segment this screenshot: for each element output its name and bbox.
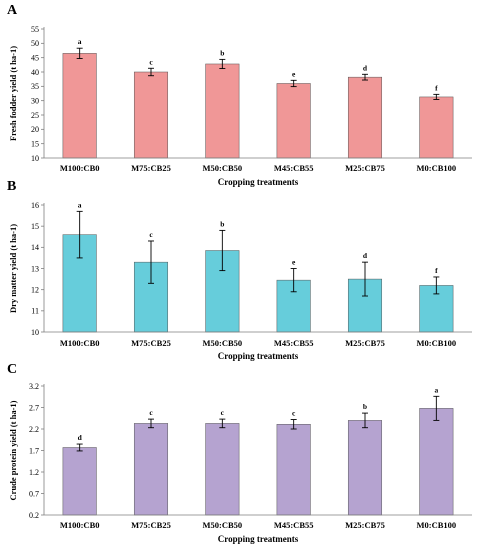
significance-letter: d (78, 433, 83, 442)
y-tick-label: 2.2 (29, 425, 39, 434)
panel-label: C (7, 362, 17, 377)
bar (347, 76, 383, 159)
significance-letter: c (149, 57, 153, 66)
x-tick-label: M0:CB100 (416, 338, 456, 348)
y-tick-label: 55 (31, 25, 39, 34)
x-tick-label: M100:CB0 (60, 163, 100, 173)
chart-panel-b: B 10 11 12 13 14 15 16 a M100:CB0 c M75:CB25 b M50:CB… (7, 179, 472, 361)
bar (62, 447, 97, 516)
bar (205, 63, 240, 159)
x-tick-label: M100:CB0 (60, 520, 100, 530)
bar (419, 408, 454, 516)
significance-letter: d (363, 251, 368, 260)
significance-letter: c (149, 408, 153, 417)
y-tick-label: 3.2 (29, 382, 39, 391)
y-tick-label: 0.2 (29, 511, 39, 520)
x-axis-title: Cropping treatments (218, 177, 299, 187)
y-tick-label: 1.2 (29, 468, 39, 477)
x-tick-label: M50:CB50 (202, 520, 242, 530)
significance-letter: c (221, 408, 225, 417)
significance-letter: b (220, 219, 224, 228)
x-axis-title: Cropping treatments (218, 534, 299, 544)
x-tick-label: M25:CB75 (345, 338, 385, 348)
x-tick-label: M0:CB100 (416, 163, 456, 173)
x-tick-label: M0:CB100 (416, 520, 456, 530)
significance-letter: d (363, 63, 368, 72)
x-tick-label: M75:CB25 (131, 520, 171, 530)
significance-letter: f (435, 266, 438, 275)
y-tick-label: 14 (31, 243, 39, 252)
chart-panel-a: A 10 15 20 25 30 35 40 45 50 55 a M100:CB0 c M75:CB25 b… (7, 3, 472, 187)
y-tick-label: 0.7 (29, 489, 39, 498)
x-axis-title: Cropping treatments (218, 351, 299, 361)
panel-label: B (7, 179, 16, 194)
x-tick-label: M50:CB50 (202, 338, 242, 348)
y-tick-label: 15 (31, 222, 39, 231)
y-tick-label: 25 (31, 111, 39, 120)
bar (276, 83, 311, 159)
significance-letter: e (292, 258, 296, 267)
y-tick-label: 2.7 (29, 403, 39, 412)
significance-letter: a (434, 385, 438, 394)
x-tick-label: M45:CB55 (274, 338, 314, 348)
significance-letter: b (220, 48, 224, 57)
y-tick-label: 30 (31, 96, 39, 105)
x-tick-label: M45:CB55 (274, 163, 314, 173)
y-tick-label: 50 (31, 39, 39, 48)
bar (133, 423, 169, 516)
y-tick-label: 40 (31, 68, 39, 77)
y-tick-label: 1.7 (29, 446, 39, 455)
bar (62, 53, 97, 159)
y-tick-label: 12 (31, 285, 39, 294)
x-tick-label: M75:CB25 (131, 163, 171, 173)
y-tick-label: 35 (31, 82, 39, 91)
y-tick-label: 10 (31, 154, 39, 163)
x-tick-label: M100:CB0 (60, 338, 100, 348)
x-tick-label: M45:CB55 (274, 520, 314, 530)
y-axis-title: Dry matter yield (t ha-1) (8, 224, 18, 313)
y-tick-label: 16 (31, 201, 39, 210)
x-tick-label: M25:CB75 (345, 163, 385, 173)
bar (276, 424, 311, 516)
bar (205, 423, 240, 516)
significance-letter: c (149, 230, 153, 239)
y-axis-title: Fresh fodder yield (t ha-1) (8, 46, 18, 141)
y-tick-label: 45 (31, 53, 39, 62)
chart-panel-c: C 0.2 0.7 1.2 1.7 2.2 2.7 3.2 d M100:CB0 c M75:CB25… (7, 362, 472, 544)
significance-letter: a (78, 37, 82, 46)
bar (347, 420, 383, 516)
significance-letter: f (435, 83, 438, 92)
x-tick-label: M50:CB50 (202, 163, 242, 173)
significance-letter: b (363, 402, 367, 411)
significance-letter: c (292, 409, 296, 418)
x-tick-label: M25:CB75 (345, 520, 385, 530)
y-tick-label: 20 (31, 125, 39, 134)
significance-letter: a (78, 200, 82, 209)
y-tick-label: 10 (31, 328, 39, 337)
y-axis-title: Crude protein yield (t ha-1) (8, 400, 18, 500)
y-tick-label: 13 (31, 264, 39, 273)
bar (419, 96, 454, 159)
y-tick-label: 15 (31, 139, 39, 148)
significance-letter: e (292, 69, 296, 78)
x-tick-label: M75:CB25 (131, 338, 171, 348)
bar (133, 71, 169, 159)
panel-label: A (7, 3, 18, 18)
y-tick-label: 11 (31, 307, 39, 316)
